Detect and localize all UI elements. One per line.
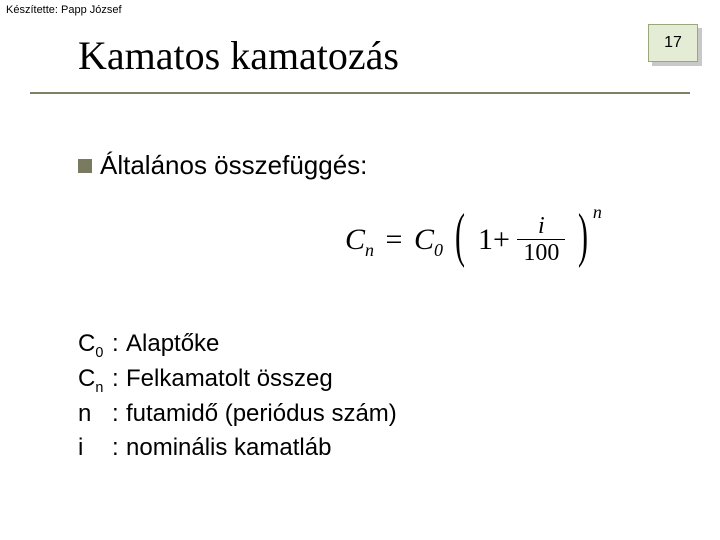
square-bullet-icon — [78, 159, 92, 173]
formula-exponent: n — [593, 202, 602, 222]
colon: : — [112, 400, 126, 431]
definition-symbol: Cn — [78, 365, 112, 396]
formula-one-plus: 1+ — [478, 223, 510, 256]
formula-frac-den: 100 — [517, 239, 565, 266]
formula-frac-num: i — [538, 213, 545, 239]
page-title: Kamatos kamatozás — [78, 32, 399, 79]
definition-row: C0 : Alaptőke — [78, 330, 397, 361]
colon: : — [112, 365, 126, 396]
definition-row: n : futamidő (periódus szám) — [78, 400, 397, 431]
page-number-badge: 17 — [648, 24, 698, 62]
formula-coef-base: C — [414, 223, 434, 256]
definition-row: Cn : Felkamatolt összeg — [78, 365, 397, 396]
definition-row: i : nominális kamatláb — [78, 434, 397, 465]
formula-fraction: i 100 — [517, 213, 565, 267]
colon: : — [112, 330, 126, 361]
definition-desc: futamidő (periódus szám) — [126, 400, 397, 431]
formula-lhs-sub: n — [365, 240, 374, 260]
section-heading-row: Általános összefüggés: — [78, 150, 367, 181]
definitions-list: C0 : Alaptőke Cn : Felkamatolt összeg n … — [78, 330, 397, 469]
definition-symbol: C0 — [78, 330, 112, 361]
formula-eq: = — [386, 223, 403, 256]
definition-symbol: i — [78, 434, 112, 465]
definition-desc: nominális kamatláb — [126, 434, 331, 465]
colon: : — [112, 434, 126, 465]
author-text: Készítette: Papp József — [6, 4, 122, 16]
definition-desc: Alaptőke — [126, 330, 219, 361]
formula: Cn = C0 ( 1+ i 100 )n — [345, 215, 602, 269]
formula-lhs-base: C — [345, 223, 365, 256]
definition-desc: Felkamatolt összeg — [126, 365, 333, 396]
definition-symbol: n — [78, 400, 112, 431]
section-heading: Általános összefüggés: — [100, 150, 367, 181]
formula-coef-sub: 0 — [434, 240, 443, 260]
title-underline — [30, 92, 690, 94]
